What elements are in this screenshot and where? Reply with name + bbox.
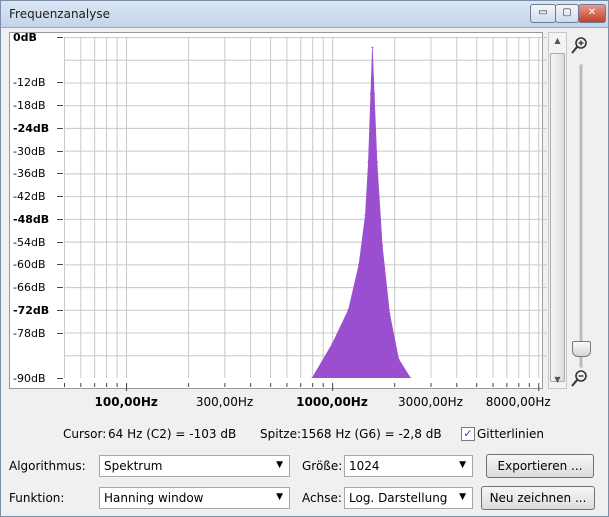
x-tick-label: 8000,00Hz: [485, 395, 551, 409]
y-tick-mark: [57, 37, 63, 38]
scroll-down-arrow[interactable]: ▼: [554, 375, 561, 384]
spectrum-point: [388, 312, 391, 315]
function-value: Hanning window: [104, 491, 204, 505]
y-tick-mark: [57, 127, 63, 129]
algorithm-select[interactable]: Spektrum ▼: [99, 455, 290, 477]
x-tick-label: 3000,00Hz: [397, 395, 463, 409]
export-button[interactable]: Exportieren ...: [486, 454, 594, 478]
close-button[interactable]: ✕: [578, 4, 606, 23]
spectrum-point: [376, 161, 378, 163]
zoom-in-icon[interactable]: [567, 34, 593, 56]
chevron-down-icon: ▼: [276, 492, 283, 502]
y-tick-label: -24dB: [13, 121, 50, 135]
spectrum-point: [381, 244, 384, 247]
minimize-button[interactable]: ▭: [530, 4, 556, 23]
x-tick-label: 300,00Hz: [195, 395, 254, 409]
y-tick-label: -48dB: [13, 212, 50, 226]
maximize-button[interactable]: ▢: [555, 4, 579, 23]
algorithm-label: Algorithmus:: [9, 459, 86, 473]
y-tick-mark: [57, 264, 63, 266]
spectrum-point: [373, 92, 376, 95]
y-tick-label: -78dB: [13, 326, 46, 340]
spectrum-point: [347, 308, 350, 311]
gridlines-checkbox[interactable]: ✓: [461, 427, 475, 441]
zoom-in-glyph: [571, 37, 587, 54]
spectrum-point: [371, 46, 374, 49]
grid-lines: [64, 37, 547, 378]
peak-label: Spitze:: [260, 427, 301, 441]
cursor-value: 64 Hz (C2) = -103 dB: [108, 427, 237, 441]
y-tick-mark: [57, 173, 63, 175]
y-tick-mark: [57, 218, 63, 220]
y-tick-label: -60dB: [13, 258, 46, 272]
spectrum-point: [367, 161, 370, 163]
spectrum-point: [409, 377, 412, 378]
y-tick-label: -66dB: [13, 281, 46, 295]
gridlines-label: Gitterlinien: [477, 427, 544, 441]
function-label: Funktion:: [9, 491, 65, 505]
y-tick-label: -90dB: [13, 372, 46, 385]
chevron-down-icon: ▼: [459, 492, 466, 502]
cursor-label: Cursor:: [63, 427, 107, 441]
y-tick-mark: [57, 82, 63, 84]
y-tick-mark: [57, 196, 63, 198]
axis-select[interactable]: Log. Darstellung ▼: [344, 487, 473, 509]
x-axis-ticks: [64, 383, 540, 391]
vertical-scrollbar[interactable]: ▲ ▼: [548, 32, 567, 389]
chevron-down-icon: ▼: [459, 460, 466, 470]
spectrum-point: [397, 358, 400, 360]
zoom-out-glyph: [571, 370, 587, 387]
window-title: Frequenzanalyse: [9, 7, 110, 21]
axis-label: Achse:: [302, 491, 342, 505]
y-tick-label: -12dB: [13, 76, 46, 90]
spectrum-plot[interactable]: [64, 37, 547, 378]
peak-value: 1568 Hz (G6) = -2,8 dB: [301, 427, 442, 441]
algorithm-value: Spektrum: [104, 459, 163, 473]
y-tick-mark: [57, 378, 63, 379]
size-value: 1024: [349, 459, 380, 473]
x-tick-label: 100,00Hz: [94, 395, 158, 409]
spectrum-plot-frame: [9, 32, 543, 389]
title-bar[interactable]: Frequenzanalyse ▭ ▢ ✕: [1, 1, 608, 28]
scrollbar-thumb[interactable]: [550, 53, 565, 382]
spectrum-series: [311, 47, 411, 378]
zoom-slider-track[interactable]: [579, 64, 583, 368]
y-tick-label: -18dB: [13, 99, 46, 113]
function-select[interactable]: Hanning window ▼: [99, 487, 290, 509]
y-tick-mark: [57, 332, 63, 334]
y-tick-mark: [57, 287, 63, 289]
spectrum-point: [358, 263, 360, 266]
y-tick-label: -72dB: [13, 303, 50, 317]
y-tick-mark: [57, 241, 63, 243]
x-tick-label: 1000,00Hz: [296, 395, 368, 409]
y-tick-label: -36dB: [13, 167, 46, 181]
spectrum-point: [331, 343, 334, 345]
spectrum-point: [311, 377, 314, 378]
chevron-down-icon: ▼: [276, 460, 283, 470]
zoom-slider-thumb[interactable]: [572, 341, 591, 357]
y-tick-label: 0dB: [13, 31, 37, 44]
y-tick-mark: [57, 150, 63, 152]
size-select[interactable]: 1024 ▼: [344, 455, 473, 477]
y-tick-label: -54dB: [13, 235, 46, 249]
axis-value: Log. Darstellung: [349, 491, 448, 505]
spectrum-point: [364, 214, 367, 217]
spectrum-point: [369, 92, 372, 95]
redraw-button[interactable]: Neu zeichnen ...: [481, 486, 595, 510]
size-label: Größe:: [302, 459, 343, 473]
zoom-out-icon[interactable]: [567, 367, 593, 389]
y-tick-label: -42dB: [13, 190, 46, 204]
scroll-up-arrow[interactable]: ▲: [554, 36, 561, 45]
y-tick-label: -30dB: [13, 144, 46, 158]
y-tick-mark: [57, 309, 63, 311]
y-tick-mark: [57, 105, 63, 107]
